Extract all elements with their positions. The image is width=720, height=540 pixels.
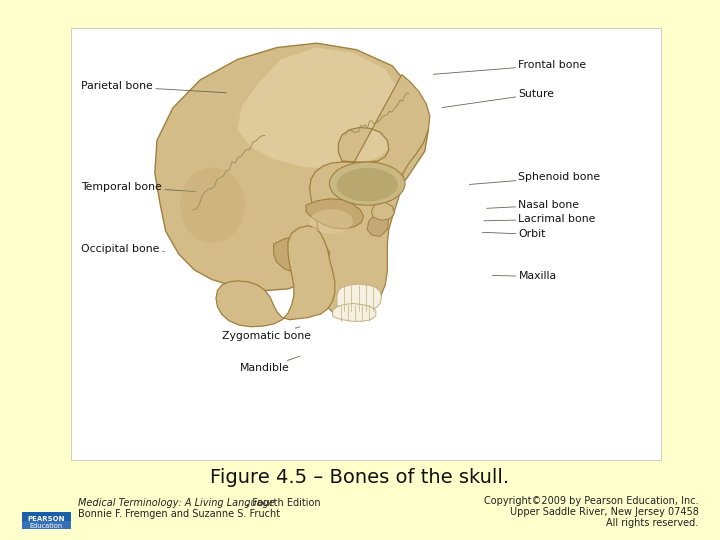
Text: Copyright©2009 by Pearson Education, Inc.: Copyright©2009 by Pearson Education, Inc… [484, 496, 698, 506]
Polygon shape [310, 75, 430, 316]
Text: Nasal bone: Nasal bone [487, 200, 580, 210]
Text: Parietal bone: Parietal bone [81, 82, 226, 93]
Text: Mandible: Mandible [240, 356, 300, 373]
Ellipse shape [336, 168, 397, 201]
Polygon shape [367, 213, 389, 237]
Polygon shape [238, 48, 402, 168]
Text: All rights reserved.: All rights reserved. [606, 518, 698, 528]
Polygon shape [337, 284, 382, 312]
Text: Maxilla: Maxilla [492, 272, 557, 281]
Text: Frontal bone: Frontal bone [433, 60, 587, 75]
Text: Education: Education [30, 523, 63, 529]
Text: Orbit: Orbit [482, 230, 546, 239]
Polygon shape [333, 303, 376, 321]
Text: Temporal bone: Temporal bone [81, 182, 195, 192]
Text: Suture: Suture [442, 89, 554, 107]
FancyBboxPatch shape [22, 512, 71, 529]
Polygon shape [216, 226, 335, 327]
Ellipse shape [180, 167, 245, 243]
Text: Figure 4.5 – Bones of the skull.: Figure 4.5 – Bones of the skull. [210, 468, 510, 488]
Text: Medical Terminology: A Living Language: Medical Terminology: A Living Language [78, 498, 274, 508]
Polygon shape [372, 202, 395, 220]
Text: Zygomatic bone: Zygomatic bone [222, 327, 311, 341]
Polygon shape [306, 199, 364, 229]
Ellipse shape [329, 162, 405, 205]
Polygon shape [155, 43, 428, 291]
Text: Lacrimal bone: Lacrimal bone [484, 214, 595, 224]
FancyBboxPatch shape [71, 28, 661, 460]
Text: Bonnie F. Fremgen and Suzanne S. Frucht: Bonnie F. Fremgen and Suzanne S. Frucht [78, 509, 280, 519]
Text: Upper Saddle River, New Jersey 07458: Upper Saddle River, New Jersey 07458 [510, 507, 698, 517]
Text: PEARSON: PEARSON [27, 516, 65, 523]
Text: , Fourth Edition: , Fourth Edition [246, 498, 320, 508]
Text: Sphenoid bone: Sphenoid bone [469, 172, 600, 185]
FancyBboxPatch shape [22, 521, 71, 529]
Text: Occipital bone: Occipital bone [81, 245, 164, 254]
Ellipse shape [310, 210, 353, 233]
Polygon shape [274, 237, 330, 273]
